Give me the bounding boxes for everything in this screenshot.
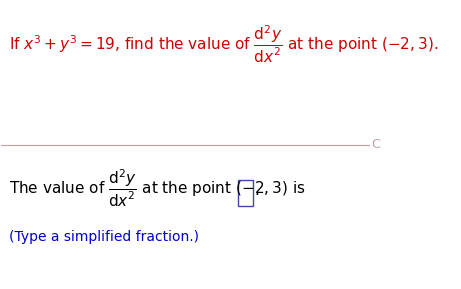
Text: The value of $\dfrac{\mathrm{d}^2y}{\mathrm{d}x^2}$ at the point $(-2, 3)$ is: The value of $\dfrac{\mathrm{d}^2y}{\mat…	[9, 167, 306, 209]
Text: (Type a simplified fraction.): (Type a simplified fraction.)	[9, 230, 199, 244]
Text: .: .	[254, 183, 260, 198]
FancyBboxPatch shape	[238, 180, 253, 206]
Text: C: C	[371, 138, 380, 151]
Text: If $x^3 + y^3 = 19$, find the value of $\dfrac{\mathrm{d}^2y}{\mathrm{d}x^2}$ at: If $x^3 + y^3 = 19$, find the value of $…	[9, 24, 438, 66]
